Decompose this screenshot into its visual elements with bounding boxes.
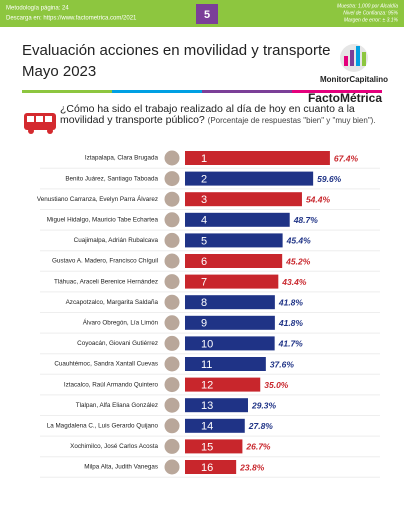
rank-label: 9 [201, 318, 207, 330]
rank-label: 10 [201, 338, 213, 350]
question: ¿Cómo ha sido el trabajo realizado al dí… [60, 104, 355, 126]
note: (Porcentaje de respuestas "bien" y "muy … [207, 116, 376, 125]
download: Descarga en: https://www.factometrica.co… [6, 16, 137, 22]
value-label: 54.4% [306, 194, 331, 204]
rank-label: 14 [201, 421, 213, 433]
photo [163, 211, 181, 229]
value-label: 41.7% [278, 339, 304, 349]
rank-label: 4 [201, 215, 207, 227]
photo [163, 314, 181, 332]
bar [185, 212, 290, 227]
value-label: 29.3% [251, 400, 277, 410]
rank-label: 15 [201, 441, 213, 453]
photo [163, 273, 181, 291]
value-label: 43.4% [281, 277, 307, 287]
photo [163, 231, 181, 249]
photo [163, 334, 181, 352]
value-label: 41.8% [278, 318, 304, 328]
bar [185, 460, 237, 474]
brand-right: FactoMétrica [308, 91, 382, 105]
bar [185, 439, 243, 454]
bar [185, 418, 245, 433]
sample: Muestra: 1,000 por Alcaldía [337, 3, 398, 9]
category-label: Cuajimalpa, Adrián Rubalcava [74, 237, 159, 244]
photo [163, 190, 181, 208]
category-label: Gustavo A. Madero, Francisco Chíguil [52, 258, 158, 265]
rank-label: 12 [201, 380, 213, 392]
category-label: Iztapalapa, Clara Brugada [85, 155, 159, 162]
value-label: 41.8% [278, 297, 304, 307]
bus-icon [24, 113, 56, 134]
category-label: Azcapotzalco, Margarita Saldaña [66, 299, 159, 306]
category-label: Coyoacán, Giovani Gutiérrez [77, 340, 158, 347]
chart-title: Evaluación acciones en movilidad y trans… [22, 42, 331, 59]
value-label: 45.2% [285, 256, 311, 266]
page-number: 5 [204, 9, 210, 21]
category-label: Iztacalco, Raúl Armando Quintero [64, 381, 159, 388]
bar [185, 254, 283, 268]
category-label: Tláhuac, Araceli Berenice Hernández [54, 278, 158, 285]
confidence: Nivel de Confianza: 95% [343, 10, 398, 16]
photo [163, 293, 181, 311]
bar [185, 336, 275, 351]
bar [185, 295, 275, 310]
bar [185, 151, 330, 165]
photo [163, 252, 181, 270]
category-label: Benito Juárez, Santiago Taboada [65, 175, 158, 182]
bar [185, 377, 261, 392]
photo [163, 149, 181, 167]
photo [163, 170, 181, 188]
rank-label: 13 [201, 400, 213, 412]
value-label: 27.8% [248, 421, 274, 431]
category-label: Tlalpan, Alfa Eliana González [76, 402, 158, 409]
category-label: Miguel Hidalgo, Mauricio Tabe Echartea [47, 216, 159, 223]
bar [185, 398, 248, 413]
rank-label: 2 [201, 174, 207, 186]
photo [163, 355, 181, 373]
category-label: Xochimilco, José Carlos Acosta [70, 443, 158, 450]
error: Margen de error: ± 3.1% [344, 17, 399, 23]
photo [163, 396, 181, 414]
rank-label: 16 [201, 462, 213, 474]
photo [163, 437, 181, 455]
category-label: Venustiano Carranza, Evelyn Parra Álvare… [37, 194, 158, 203]
page-box [196, 4, 218, 24]
value-label: 23.8% [239, 462, 265, 472]
photo [163, 376, 181, 394]
brand-left: MonitorCapitalino [320, 75, 388, 84]
rank-label: 11 [201, 359, 212, 371]
bar [185, 315, 275, 330]
rank-label: 7 [201, 277, 207, 289]
rank-label: 1 [201, 153, 207, 165]
bar [185, 233, 283, 248]
color-stripe [22, 90, 382, 93]
value-label: 48.7% [293, 215, 319, 225]
photo [163, 417, 181, 435]
value-label: 35.0% [264, 380, 289, 390]
value-label: 37.6% [270, 359, 295, 369]
category-label: La Magdalena C., Luis Gerardo Quijano [47, 422, 159, 429]
category-label: Milpa Alta, Judith Vanegas [84, 464, 158, 471]
value-label: 67.4% [334, 153, 359, 163]
value-label: 59.6% [317, 174, 342, 184]
rank-label: 8 [201, 297, 207, 309]
bar [185, 357, 266, 371]
bar [185, 274, 279, 289]
rank-label: 3 [201, 194, 207, 206]
methodology: Metodología página: 24 [6, 6, 69, 12]
rank-label: 5 [201, 235, 207, 247]
photo [163, 458, 181, 476]
monitor-logo [340, 44, 368, 72]
category-label: Cuauhtémoc, Sandra Xantall Cuevas [54, 361, 158, 368]
bar [185, 171, 314, 186]
question-box: ¿Cómo ha sido el trabajo realizado al dí… [60, 104, 376, 126]
bar [185, 192, 302, 207]
rank-label: 6 [201, 256, 207, 268]
value-label: 26.7% [245, 442, 271, 452]
chart-subtitle: Mayo 2023 [22, 63, 96, 80]
category-label: Álvaro Obregón, Lía Limón [83, 317, 159, 326]
value-label: 45.4% [286, 236, 312, 246]
